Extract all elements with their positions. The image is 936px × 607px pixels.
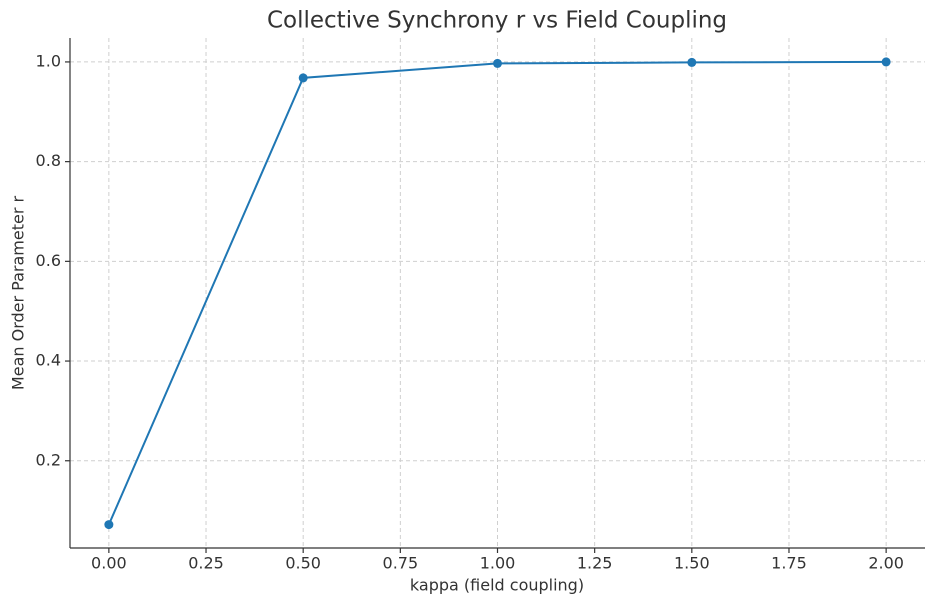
data-point bbox=[493, 58, 502, 68]
data-point bbox=[298, 73, 308, 83]
x-axis-label: kappa (field coupling) bbox=[410, 576, 584, 595]
x-tick-label: 1.00 bbox=[480, 554, 516, 573]
y-tick-label: 0.2 bbox=[36, 450, 61, 469]
y-tick-label: 0.8 bbox=[36, 151, 61, 170]
x-tick-label: 2.00 bbox=[868, 554, 904, 573]
y-axis-label: Mean Order Parameter r bbox=[9, 196, 28, 391]
x-tick-label: 1.75 bbox=[771, 554, 807, 573]
y-tick-label: 0.6 bbox=[36, 251, 61, 270]
data-point bbox=[687, 57, 697, 67]
data-point bbox=[881, 57, 891, 67]
y-tick-label: 0.4 bbox=[36, 351, 61, 370]
x-tick-label: 0.00 bbox=[91, 554, 127, 573]
x-tick-label: 0.50 bbox=[285, 554, 321, 573]
x-tick-label: 0.75 bbox=[383, 554, 419, 573]
y-tick-label: 1.0 bbox=[36, 51, 61, 70]
chart-title: Collective Synchrony r vs Field Coupling bbox=[267, 8, 727, 34]
x-tick-label: 1.50 bbox=[674, 554, 710, 573]
x-tick-label: 0.25 bbox=[188, 554, 224, 573]
x-tick-label: 1.25 bbox=[577, 554, 613, 573]
data-point bbox=[104, 520, 114, 530]
